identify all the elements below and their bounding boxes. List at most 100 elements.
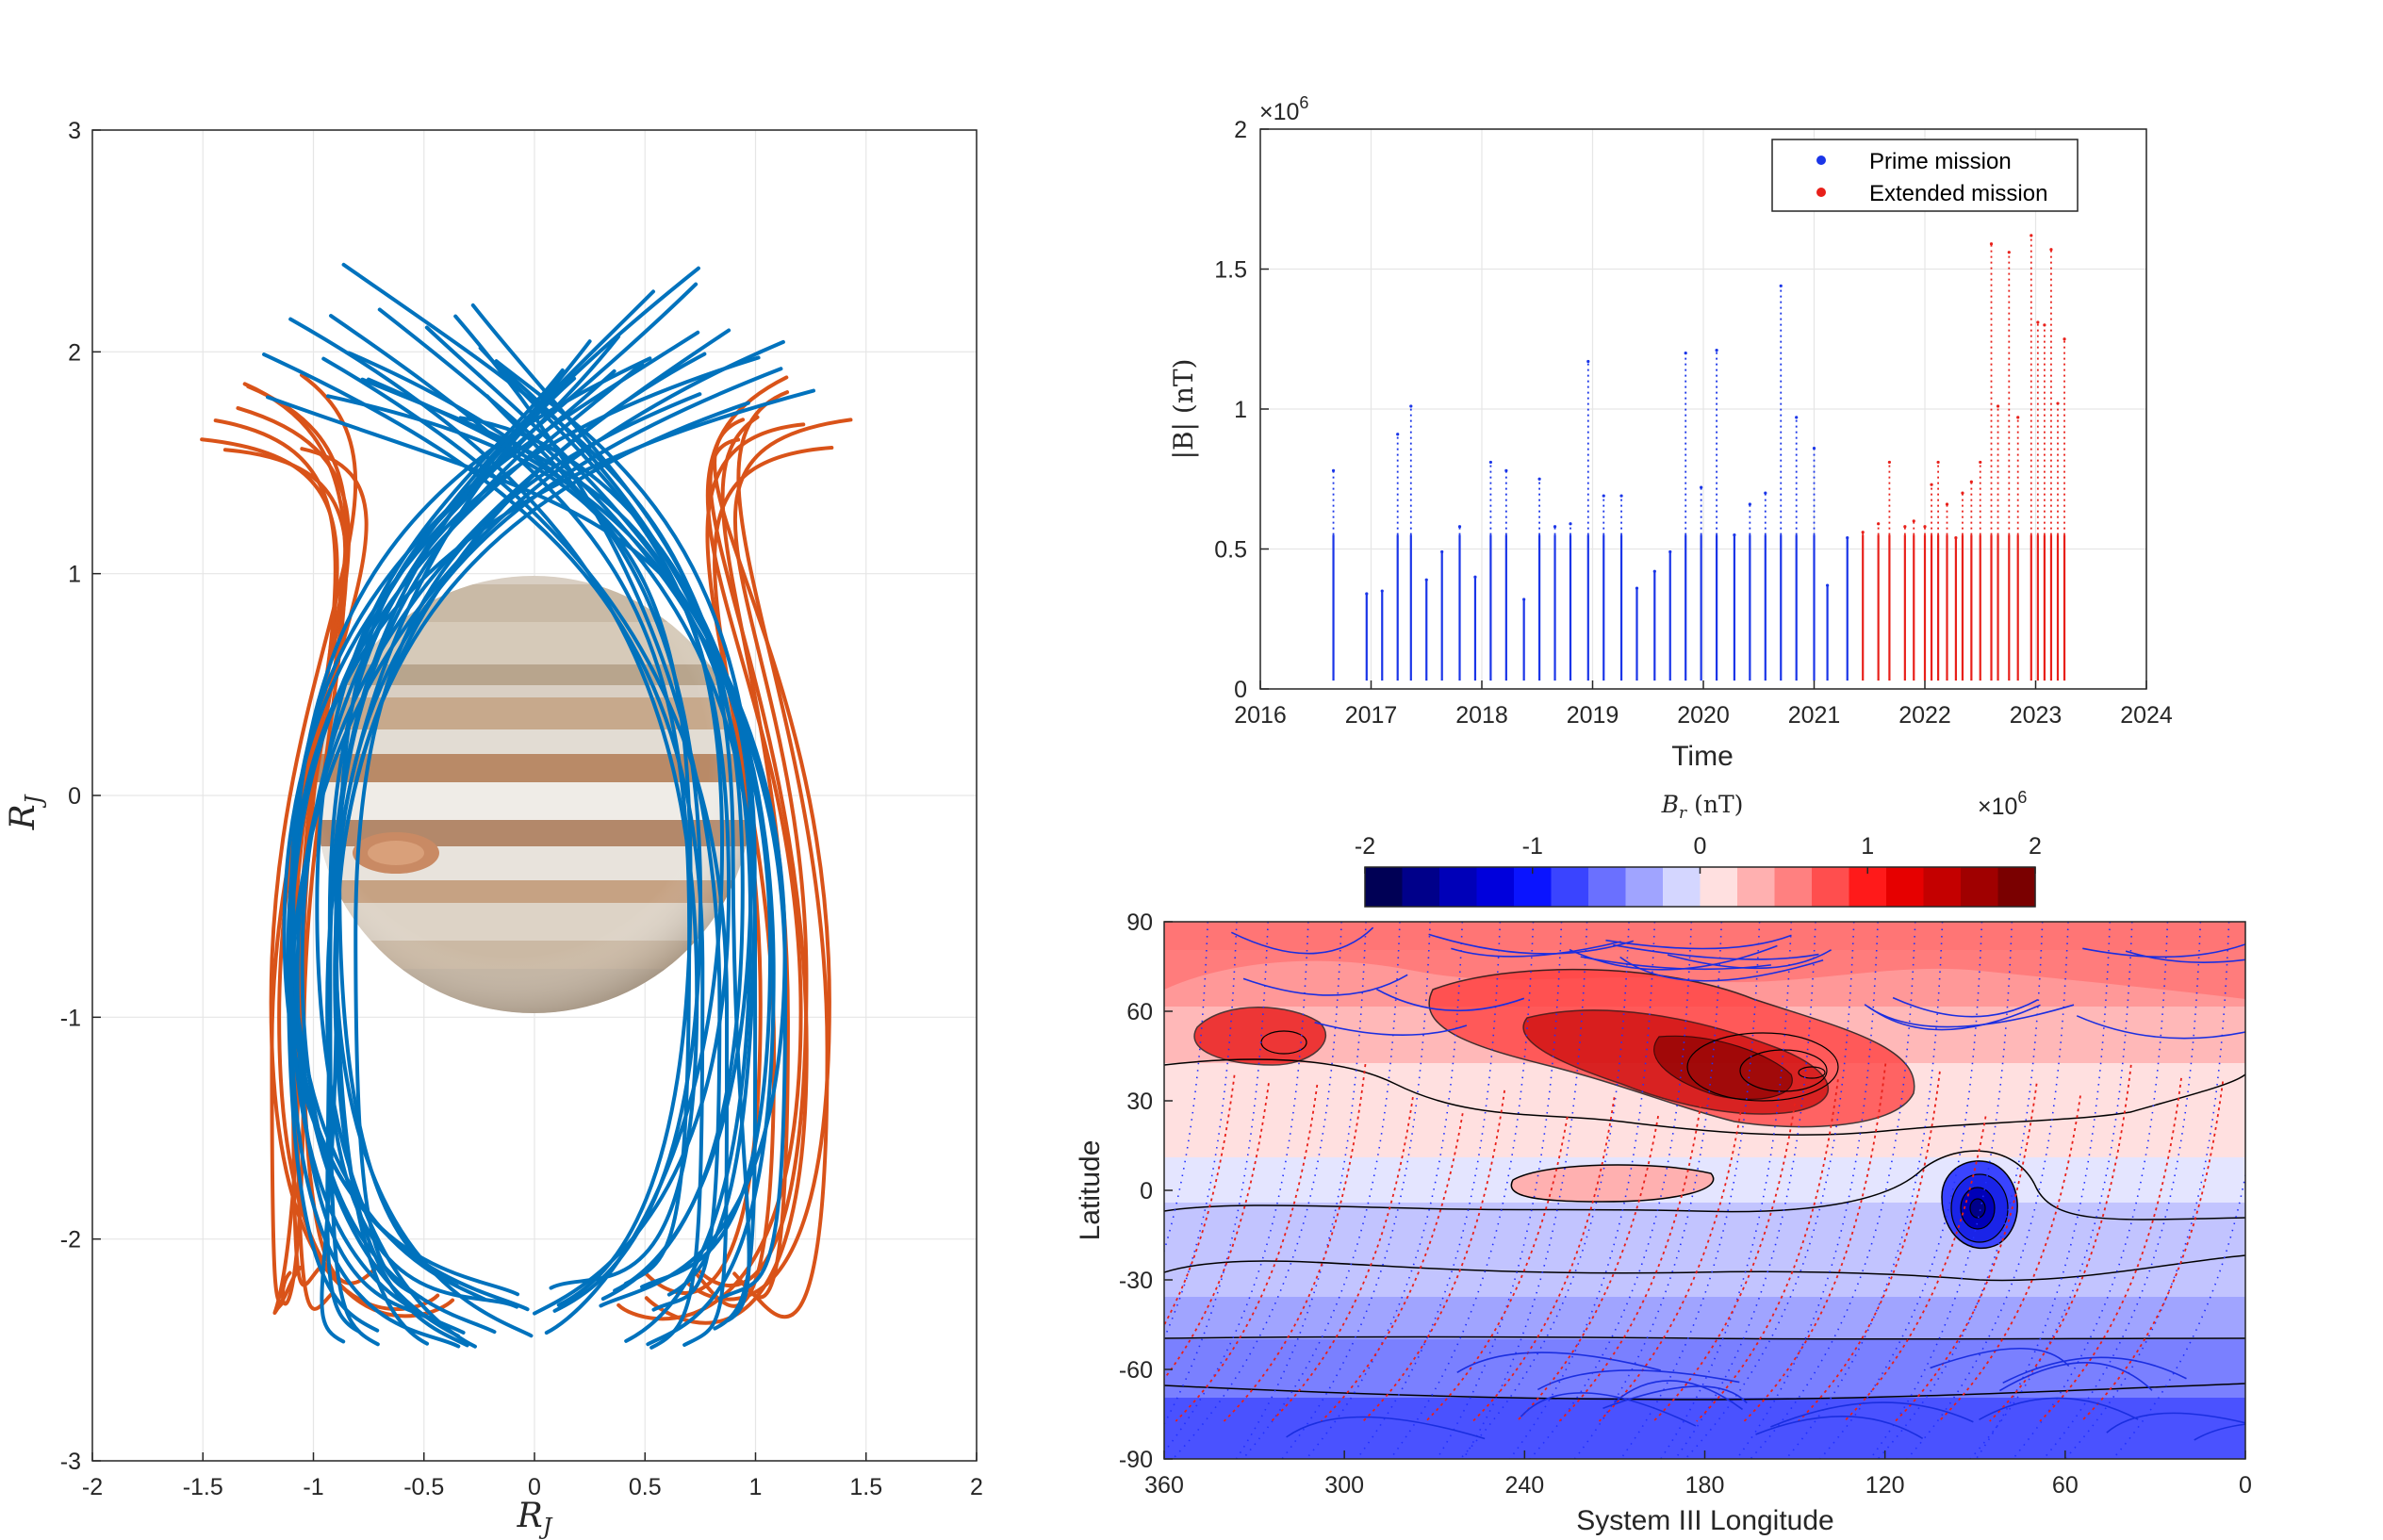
field-x-tick-label: 2019 (1567, 702, 1619, 729)
prime-ground-track (1462, 922, 1588, 1459)
prime-orbit-track (321, 356, 730, 1348)
polar-track-segment (1451, 941, 1621, 958)
colorbar-cell (1439, 867, 1478, 907)
polar-track-segment (1376, 988, 1525, 1012)
extended-ground-track (1652, 1103, 1797, 1422)
prime-orbit-track (325, 376, 577, 1309)
field-pass-peak (1887, 460, 1891, 465)
polar-track-segment (1230, 926, 1374, 955)
colorbar-label-unit: (nT) (1686, 791, 1743, 818)
polar-track-segment (2082, 943, 2245, 958)
field-pass-peak (1522, 598, 1526, 601)
extended-orbit-track (246, 385, 349, 1287)
trajectory-x-tick-label: 2 (970, 1474, 983, 1500)
field-pass-peak (1365, 592, 1369, 596)
field-pass-peak (1936, 460, 1940, 465)
field-pass-peak (1488, 460, 1492, 465)
field-pass-peak (1795, 416, 1799, 419)
prime-orbit-track (485, 394, 703, 1313)
prime-orbit-track (300, 339, 592, 1335)
south-track-segment (1755, 1416, 1924, 1440)
legend-marker-prime (1816, 156, 1826, 165)
trajectory-y-label: RJ (4, 794, 47, 830)
field-pass-peak (1380, 589, 1384, 593)
field-pass-peak (1684, 352, 1687, 355)
south-track-segment (1613, 1380, 1744, 1411)
prime-orbit-track (377, 307, 788, 1301)
colorbar-multiplier-exp: 6 (2017, 788, 2027, 807)
trajectory-y-tick-label: 3 (68, 118, 81, 144)
map-x-tick-label: 0 (2239, 1472, 2252, 1499)
prime-ground-track (1164, 922, 1269, 1426)
map-x-tick-label: 360 (1144, 1472, 1184, 1499)
field-pass-peak (1457, 525, 1462, 529)
field-pass-peak (1569, 522, 1572, 526)
extended-ground-track (1558, 1104, 1702, 1422)
extended-ground-track (1894, 1083, 2038, 1422)
field-multiplier-exp: 6 (1299, 93, 1308, 112)
colorbar-tick-label: 2 (2029, 833, 2042, 860)
field-multiplier: ×106 (1259, 93, 1308, 125)
colorbar-multiplier-base: ×10 (1978, 794, 2017, 820)
extended-ground-track (1223, 1063, 1367, 1422)
field-x-label: Time (1671, 741, 1734, 772)
extended-ground-track (1598, 1111, 1742, 1422)
field-ticks: 2016 2017 2018 2019 2020 2021 2022 2023 2024 0 0.5… (1214, 117, 2173, 729)
trajectory-x-tick-label: -0.5 (403, 1474, 444, 1500)
map-y-tick-label: 60 (1126, 999, 1153, 1025)
extended-ground-track (1175, 1084, 1319, 1422)
colorbar-multiplier: ×106 (1978, 788, 2027, 820)
colorbar-tick-label: -2 (1355, 833, 1375, 860)
prime-orbit-track (334, 367, 783, 1338)
map-x-tick-label: 60 (2052, 1472, 2079, 1499)
polar-track-segment (1613, 943, 1819, 960)
field-pass-peak (2007, 251, 2011, 254)
extended-ground-track (1989, 1064, 2132, 1422)
colorbar-cell (1700, 867, 1738, 907)
extended-ground-track (1425, 1116, 1569, 1422)
field-pass-peak (2036, 320, 2040, 324)
field-x-tick-label: 2016 (1234, 702, 1287, 729)
colorbar-cell (1886, 867, 1925, 907)
extended-orbit-track (242, 382, 348, 1306)
field-pass-peak (1945, 502, 1949, 506)
trajectory-y-tick-label: -1 (60, 1005, 81, 1031)
field-pass-peak (1826, 583, 1830, 587)
map-x-tick-label: 300 (1324, 1472, 1364, 1499)
field-pass-peak (1440, 549, 1444, 554)
field-pass-peak (2030, 234, 2033, 238)
field-x-tick-label: 2024 (2120, 702, 2173, 729)
prime-orbit-track (289, 282, 698, 1302)
field-legend: Prime mission Extended mission (1771, 139, 2079, 212)
map-x-tick-label: 120 (1865, 1472, 1905, 1499)
extended-ground-track (1798, 1071, 1941, 1422)
trajectory-x-tick-label: 0 (528, 1474, 541, 1500)
polar-track-segment (1428, 933, 1635, 955)
extended-ground-track (1321, 1113, 1464, 1422)
south-track-segment (1979, 1397, 2139, 1421)
extended-ground-track (2039, 1077, 2182, 1422)
prime-orbit-track (295, 328, 731, 1320)
trajectory-y-tick-label: 1 (68, 562, 81, 588)
field-pass-peak (1764, 491, 1767, 495)
prime-orbit-track (478, 346, 731, 1316)
field-pass-peak (1846, 536, 1849, 540)
field-pass-peak (1912, 519, 1915, 523)
legend-label-prime: Prime mission (1869, 149, 2012, 174)
field-x-tick-label: 2021 (1788, 702, 1841, 729)
field-pass-peak (1424, 578, 1428, 582)
trajectory-y-tick-label: 0 (68, 783, 81, 810)
trajectory-y-tick-label: -3 (60, 1449, 81, 1475)
field-pass-peak (1473, 575, 1477, 579)
colorbar-cell (1365, 867, 1404, 907)
map-x-label: System III Longitude (1576, 1505, 1834, 1536)
south-track-segment (1537, 1369, 1740, 1391)
map-y-tick-label: 90 (1126, 909, 1153, 936)
legend-marker-extended (1816, 188, 1826, 197)
field-pass-peak (1779, 284, 1783, 287)
south-track-segment (2002, 1356, 2187, 1384)
field-y-tick-label: 1 (1234, 397, 1247, 423)
field-pass-peak (1652, 569, 1656, 573)
polar-track-segment (1580, 956, 1771, 971)
